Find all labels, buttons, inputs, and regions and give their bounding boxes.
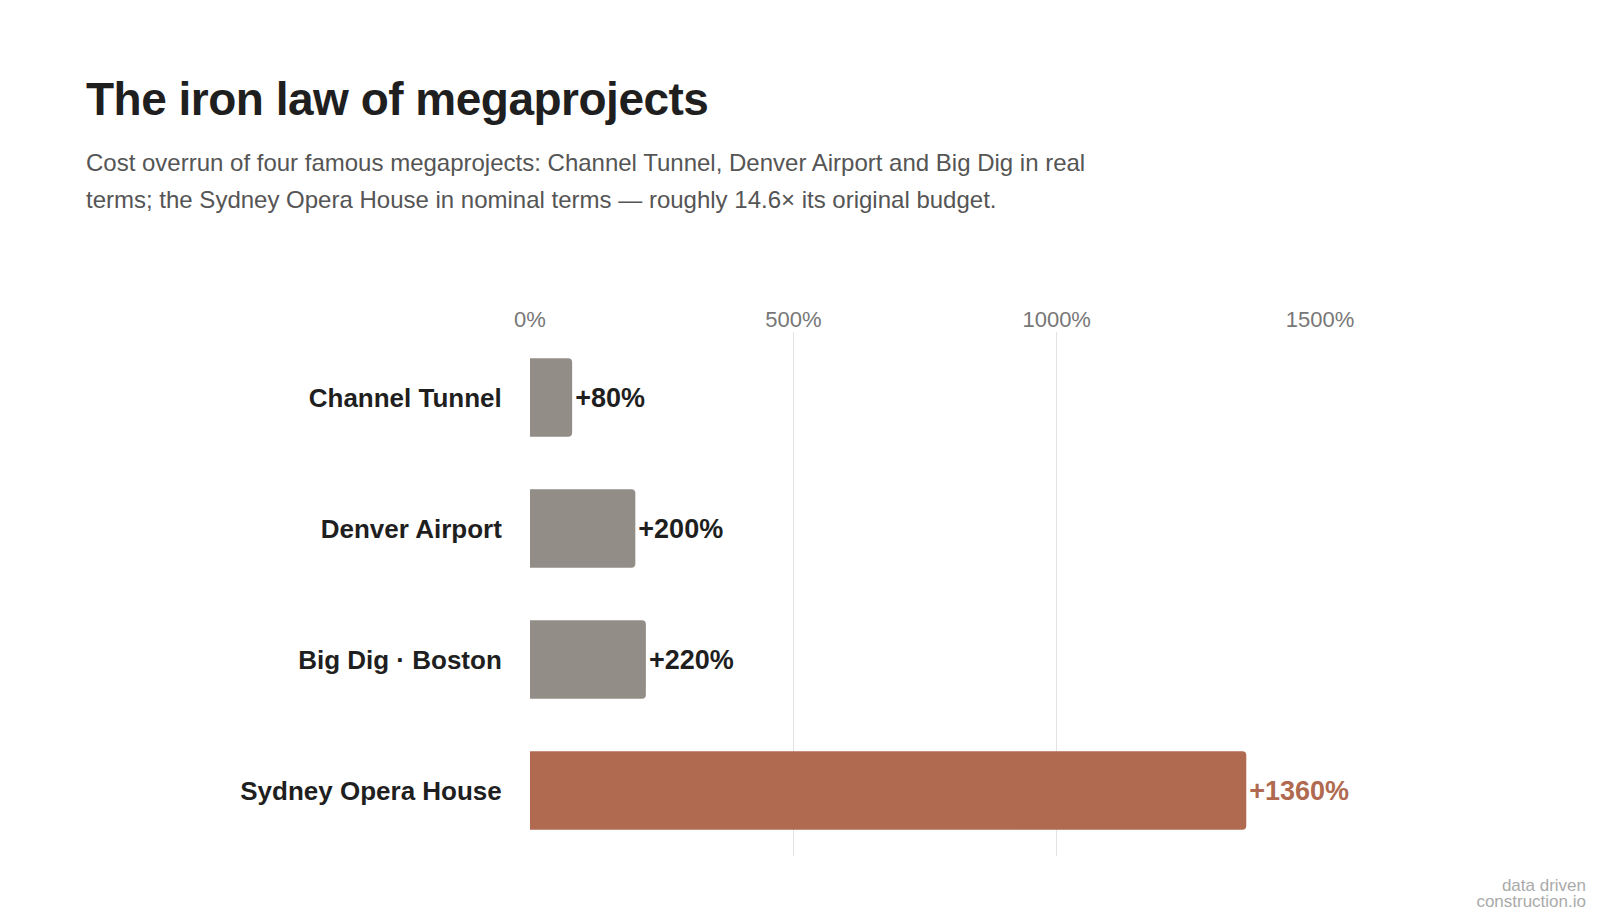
svg-text:1000%: 1000%: [1022, 307, 1091, 332]
html-text:data driven: data driven: [1501, 876, 1586, 895]
svg-text:Denver Airport: Denver Airport: [321, 514, 502, 544]
svg-text:+200%: +200%: [638, 514, 723, 544]
svg-text:Channel Tunnel: Channel Tunnel: [309, 383, 502, 413]
svg-text:+220%: +220%: [649, 645, 734, 675]
svg-text:1500%: 1500%: [1286, 307, 1355, 332]
svg-text:0%: 0%: [514, 307, 546, 332]
svg-text:+1360%: +1360%: [1249, 776, 1349, 806]
svg-text:Big Dig · Boston: Big Dig · Boston: [298, 645, 502, 675]
svg-text:Sydney Opera House: Sydney Opera House: [240, 776, 502, 806]
svg-text:500%: 500%: [765, 307, 821, 332]
html-text:construction.io: construction.io: [1476, 892, 1586, 911]
html-text:The iron law of megaprojects: The iron law of megaprojects: [86, 73, 709, 125]
html-text:Cost overrun of four famous me: Cost overrun of four famous megaprojects…: [86, 149, 1086, 213]
svg-text:+80%: +80%: [575, 383, 645, 413]
